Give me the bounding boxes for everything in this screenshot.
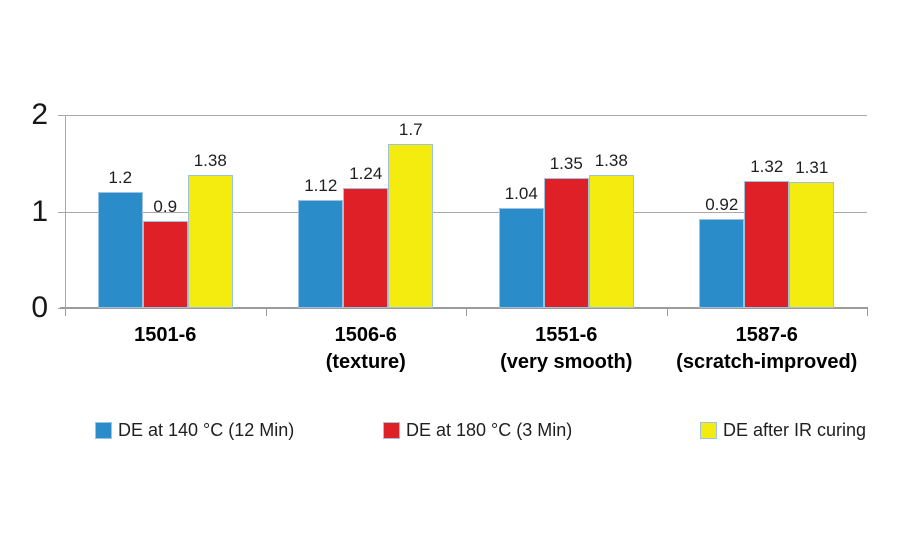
bar [744,180,790,308]
legend-swatch-blue [95,421,112,439]
category-label: 1506-6 (texture) [256,322,476,376]
bar-value-label: 1.32 [750,156,784,176]
legend: DE at 140 °C (12 Min) DE at 180 °C (3 Mi… [0,419,900,445]
category-label: 1501-6 [55,322,275,349]
gridline [65,211,867,213]
category-label: 1551-6 (very smooth) [456,322,676,376]
legend-swatch-red [383,421,400,439]
bar [699,219,745,308]
bar-value-label: 1.35 [549,153,583,173]
category-label-line: 1501-6 [134,324,197,346]
bar-value-label: 1.12 [304,175,338,195]
x-axis-tick-mark [466,309,467,316]
bar [343,188,389,308]
category-label-line: (scratch-improved) [676,351,858,373]
legend-item: DE after IR curing [700,419,866,441]
category-label-line: 1506-6 [334,324,397,346]
category-label: 1587-6 (scratch-improved) [657,322,877,376]
bar [97,192,143,308]
x-axis-tick-mark [867,309,868,316]
x-axis-tick-mark [265,309,267,316]
bar-value-label: 1.38 [193,150,227,170]
bar [543,177,589,308]
bar-value-label: 1.7 [398,119,423,139]
y-axis-tick-label: 2 [31,98,48,131]
bar [388,143,434,308]
bar-value-label: 1.24 [349,164,383,184]
bar [298,199,344,308]
bar-value-label: 1.38 [594,150,628,170]
y-axis-tick-mark [58,211,65,213]
gridline [65,115,867,116]
x-axis-line [60,307,868,309]
category-label-line: 1587-6 [735,324,798,346]
bar-value-label: 0.9 [153,197,178,217]
bar [498,207,544,308]
legend-swatch-yellow [700,421,717,439]
category-label-line: 1551-6 [535,324,598,346]
category-label-line: (very smooth) [500,351,633,373]
legend-label: DE at 180 °C (3 Min) [406,419,573,440]
bar [789,181,835,308]
y-axis-tick-label: 1 [31,194,48,228]
bar-value-label: 0.92 [705,195,739,215]
bar-value-label: 1.2 [108,168,133,188]
x-axis-tick-mark [65,309,66,316]
y-axis-tick-mark [58,115,65,116]
bar [588,174,634,308]
x-axis-tick-mark [666,309,668,316]
legend-label: DE at 140 °C (12 Min) [118,419,295,440]
legend-item: DE at 140 °C (12 Min) [95,419,294,441]
legend-label: DE after IR curing [723,419,867,440]
bar [142,221,188,308]
bar-value-label: 1.04 [504,183,538,203]
bar [187,174,233,308]
bar-value-label: 1.31 [795,157,829,177]
category-label-line: (texture) [325,351,406,373]
y-axis-line [65,115,66,308]
legend-item: DE at 180 °C (3 Min) [383,419,572,441]
y-axis-tick-label: 0 [31,291,48,324]
